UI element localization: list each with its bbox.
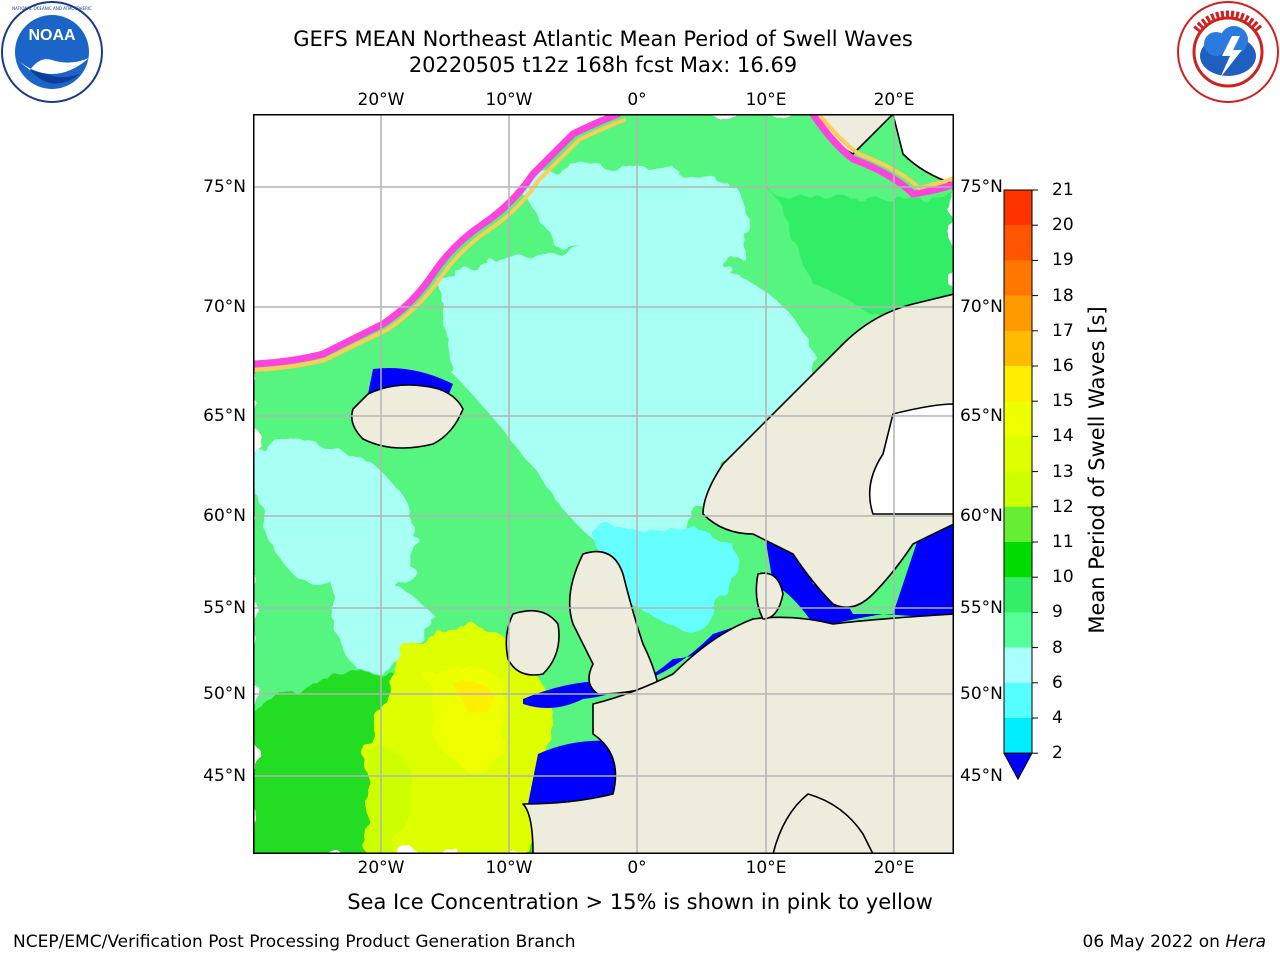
graticule bbox=[253, 114, 954, 854]
chart-subtitle: 20220505 t12z 168h fcst Max: 16.69 bbox=[408, 53, 798, 77]
colorbar-extend-triangle bbox=[1003, 752, 1033, 781]
colorbar-tick-label: 13 bbox=[1052, 461, 1074, 482]
swell-period-map bbox=[253, 114, 954, 854]
lat-tick-left: 45°N bbox=[203, 766, 246, 786]
nws-logo-icon bbox=[1177, 1, 1279, 103]
lon-tick-bottom: 0° bbox=[627, 858, 647, 878]
colorbar-segment bbox=[1004, 612, 1032, 649]
lon-tick-top: 20°W bbox=[357, 90, 405, 110]
colorbar-tick-label: 12 bbox=[1052, 496, 1074, 517]
colorbar-title: Mean Period of Swell Waves [s] bbox=[1085, 306, 1109, 634]
colorbar-segment bbox=[1004, 225, 1032, 261]
colorbar-tick-label: 16 bbox=[1052, 356, 1074, 376]
lat-tick-left: 65°N bbox=[203, 406, 246, 426]
sea-ice-edge bbox=[253, 114, 954, 372]
colorbar-segment bbox=[1004, 718, 1032, 754]
lat-tick-right: 45°N bbox=[960, 766, 1003, 786]
colorbar bbox=[1003, 189, 1038, 781]
lon-tick-top: 10°W bbox=[485, 90, 533, 110]
colorbar-tick-label: 20 bbox=[1052, 215, 1074, 236]
lat-tick-right: 70°N bbox=[960, 297, 1003, 317]
colorbar-tick-label: 21 bbox=[1052, 180, 1074, 200]
svg-text:NOAA: NOAA bbox=[28, 27, 76, 44]
lat-tick-left: 70°N bbox=[203, 297, 246, 317]
lon-tick-top: 0° bbox=[627, 90, 647, 110]
colorbar-tick-label: 11 bbox=[1052, 532, 1074, 552]
lat-tick-left: 75°N bbox=[203, 177, 246, 197]
colorbar-segment bbox=[1004, 647, 1032, 684]
colorbar-segment bbox=[1004, 577, 1032, 613]
lon-tick-bottom: 20°W bbox=[357, 858, 405, 878]
colorbar-segment bbox=[1004, 260, 1032, 297]
lon-tick-bottom: 10°W bbox=[485, 858, 533, 878]
colorbar-segment bbox=[1004, 190, 1032, 226]
lat-tick-right: 75°N bbox=[960, 177, 1003, 197]
lat-tick-left: 50°N bbox=[203, 684, 246, 704]
colorbar-segment bbox=[1004, 471, 1032, 508]
colorbar-segment bbox=[1004, 295, 1032, 332]
colorbar-tick-label: 10 bbox=[1052, 567, 1074, 588]
lon-tick-top: 10°E bbox=[745, 90, 787, 110]
colorbar-tick-label: 6 bbox=[1052, 672, 1063, 693]
lon-tick-top: 20°E bbox=[873, 90, 915, 110]
colorbar-segment bbox=[1004, 330, 1032, 367]
colorbar-tick-label: 17 bbox=[1052, 320, 1074, 341]
footer-host: Hera bbox=[1225, 932, 1266, 952]
sea-ice-caption: Sea Ice Concentration > 15% is shown in … bbox=[347, 890, 933, 914]
map-frame bbox=[253, 114, 954, 854]
lat-tick-right: 55°N bbox=[960, 598, 1003, 618]
colorbar-tick-label: 4 bbox=[1052, 708, 1063, 728]
colorbar-tick-label: 8 bbox=[1052, 637, 1063, 658]
lat-tick-right: 50°N bbox=[960, 684, 1003, 704]
lat-tick-right: 60°N bbox=[960, 506, 1003, 526]
colorbar-tick-label: 19 bbox=[1052, 250, 1074, 271]
lat-tick-right: 65°N bbox=[960, 406, 1003, 426]
lon-tick-bottom: 20°E bbox=[873, 858, 915, 878]
colorbar-segment bbox=[1004, 401, 1032, 437]
lon-tick-bottom: 10°E bbox=[745, 858, 787, 878]
footer-date: 06 May 2022 on Hera bbox=[1083, 932, 1267, 952]
colorbar-segment bbox=[1004, 436, 1032, 473]
colorbar-tick-label: 18 bbox=[1052, 285, 1074, 306]
colorbar-segment bbox=[1004, 366, 1032, 402]
colorbar-tick-label: 9 bbox=[1052, 602, 1063, 623]
colorbar-segment bbox=[1004, 682, 1032, 719]
noaa-logo-icon: NOAA NATIONAL OCEANIC AND ATMOSPHERIC bbox=[1, 1, 103, 103]
svg-text:NATIONAL OCEANIC AND ATMOSPHER: NATIONAL OCEANIC AND ATMOSPHERIC bbox=[12, 6, 92, 11]
lat-tick-left: 55°N bbox=[203, 598, 246, 618]
colorbar-segment bbox=[1004, 506, 1032, 543]
colorbar-tick-label: 2 bbox=[1052, 743, 1063, 764]
footer-credit: NCEP/EMC/Verification Post Processing Pr… bbox=[13, 932, 576, 952]
lat-tick-left: 60°N bbox=[203, 506, 246, 526]
colorbar-tick-label: 15 bbox=[1052, 391, 1074, 412]
colorbar-tick-label: 14 bbox=[1052, 426, 1074, 447]
chart-title: GEFS MEAN Northeast Atlantic Mean Period… bbox=[293, 27, 913, 51]
footer-date-text: 06 May 2022 on bbox=[1082, 932, 1226, 952]
colorbar-segment bbox=[1004, 542, 1032, 578]
